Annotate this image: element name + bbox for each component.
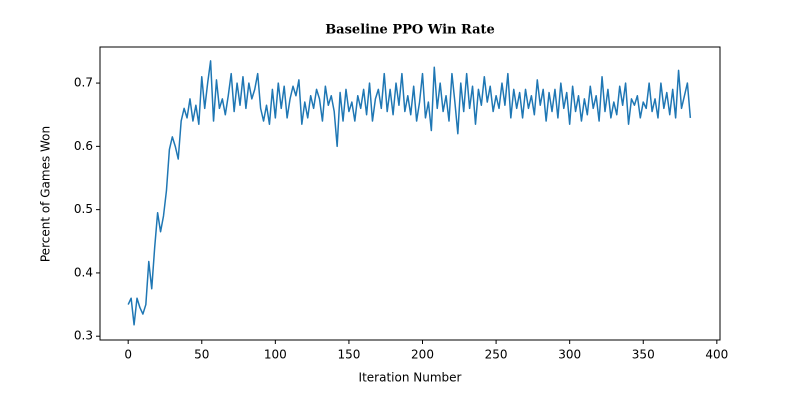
plot-frame — [99, 46, 721, 341]
x-tick-label: 350 — [632, 348, 655, 362]
x-tick-label: 0 — [124, 348, 132, 362]
x-axis-label: Iteration Number — [359, 371, 462, 385]
y-tick-label: 0.5 — [74, 202, 93, 216]
y-tick-label: 0.3 — [74, 329, 93, 343]
x-tick-label: 200 — [411, 348, 434, 362]
x-tick-label: 300 — [558, 348, 581, 362]
chart-title: Baseline PPO Win Rate — [325, 23, 495, 38]
x-tick-label: 250 — [485, 348, 508, 362]
y-tick-label: 0.6 — [74, 139, 93, 153]
x-tick-label: 150 — [337, 348, 360, 362]
line-series — [127, 60, 692, 326]
y-tick-label: 0.7 — [74, 76, 93, 90]
y-tick-label: 0.4 — [74, 265, 93, 279]
x-tick-label: 100 — [264, 348, 287, 362]
x-tick-label: 400 — [705, 348, 728, 362]
y-axis-label: Percent of Games Won — [39, 126, 53, 262]
x-tick-label: 50 — [194, 348, 209, 362]
